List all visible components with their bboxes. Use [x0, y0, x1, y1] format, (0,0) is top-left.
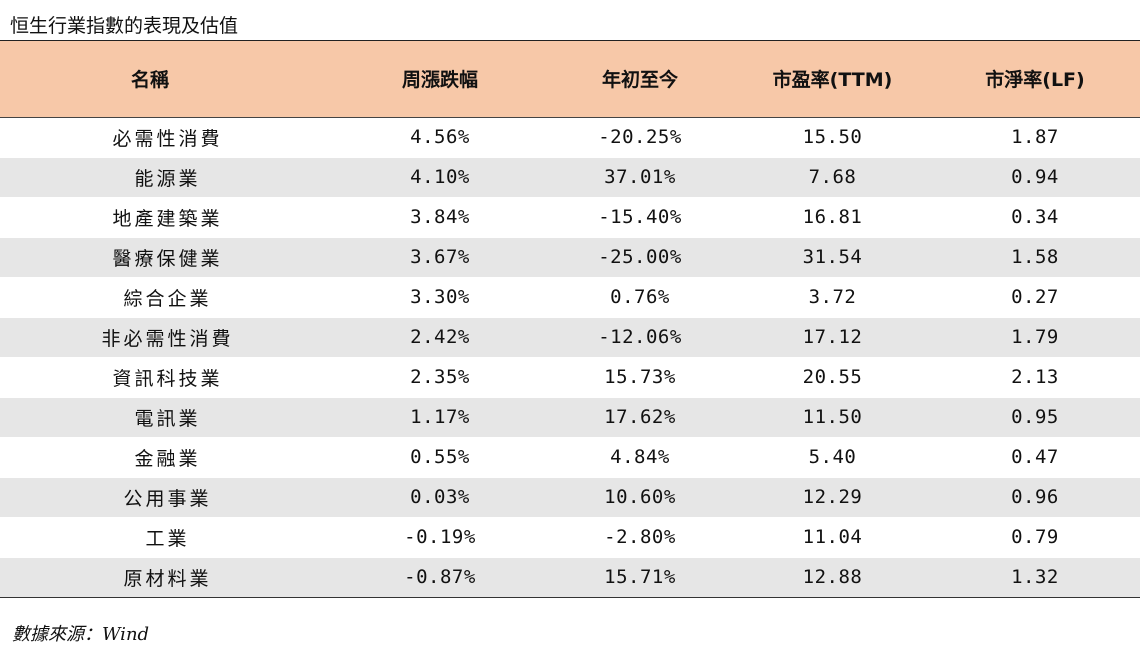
cell-weekly-change: 3.67%	[410, 246, 470, 268]
header-weekly-change: 周漲跌幅	[335, 41, 545, 118]
cell-pe-ttm: 3.72	[808, 286, 857, 308]
cell-pb-lf: 0.34	[1011, 206, 1059, 228]
cell-weekly-change: 1.17%	[410, 406, 470, 428]
cell-sector-name: 地產建築業	[112, 207, 223, 230]
cell-sector-name: 能源業	[134, 167, 201, 190]
cell-weekly-change: 2.42%	[410, 326, 470, 348]
cell-pe-ttm: 11.04	[802, 526, 863, 548]
cell-sector-name: 原材料業	[123, 567, 212, 590]
table-row: 綜合企業 3.30% 0.76% 3.72 0.27	[0, 277, 1140, 317]
cell-weekly-change: -0.87%	[404, 566, 476, 588]
cell-sector-name: 資訊科技業	[112, 367, 223, 390]
cell-weekly-change: 4.10%	[410, 166, 470, 188]
table-body: 必需性消費 4.56% -20.25% 15.50 1.87 能源業 4.10%…	[0, 117, 1140, 597]
cell-pe-ttm: 12.88	[802, 566, 863, 588]
cell-pb-lf: 0.47	[1011, 446, 1059, 468]
cell-weekly-change: -0.19%	[404, 526, 476, 548]
cell-sector-name: 必需性消費	[112, 127, 223, 150]
table-row: 地產建築業 3.84% -15.40% 16.81 0.34	[0, 197, 1140, 237]
cell-weekly-change: 4.56%	[410, 126, 470, 148]
table-row: 能源業 4.10% 37.01% 7.68 0.94	[0, 157, 1140, 197]
cell-ytd: 4.84%	[610, 446, 670, 468]
table-row: 必需性消費 4.56% -20.25% 15.50 1.87	[0, 117, 1140, 157]
table-row: 醫療保健業 3.67% -25.00% 31.54 1.58	[0, 237, 1140, 277]
cell-pe-ttm: 11.50	[802, 406, 863, 428]
cell-ytd: 15.71%	[604, 566, 676, 588]
cell-pb-lf: 0.96	[1011, 486, 1059, 508]
cell-weekly-change: 2.35%	[410, 366, 470, 388]
header-row: 名稱 周漲跌幅 年初至今 市盈率(TTM) 市淨率(LF)	[0, 41, 1140, 118]
cell-pe-ttm: 15.50	[802, 126, 863, 148]
cell-pb-lf: 0.27	[1011, 286, 1059, 308]
cell-sector-name: 電訊業	[134, 407, 201, 430]
cell-pe-ttm: 5.40	[808, 446, 857, 468]
cell-sector-name: 綜合企業	[123, 287, 212, 310]
cell-ytd: -12.06%	[598, 326, 682, 348]
cell-pb-lf: 1.58	[1011, 246, 1059, 268]
cell-pe-ttm: 16.81	[802, 206, 863, 228]
cell-ytd: 17.62%	[604, 406, 676, 428]
cell-pb-lf: 1.32	[1011, 566, 1059, 588]
sector-performance-table: 名稱 周漲跌幅 年初至今 市盈率(TTM) 市淨率(LF) 必需性消費 4.56…	[0, 41, 1140, 598]
cell-ytd: 15.73%	[604, 366, 676, 388]
table-row: 電訊業 1.17% 17.62% 11.50 0.95	[0, 397, 1140, 437]
cell-weekly-change: 0.55%	[410, 446, 470, 468]
cell-pb-lf: 1.87	[1011, 126, 1059, 148]
header-name: 名稱	[0, 41, 335, 118]
cell-ytd: -2.80%	[604, 526, 676, 548]
cell-sector-name: 醫療保健業	[112, 247, 223, 270]
table-row: 金融業 0.55% 4.84% 5.40 0.47	[0, 437, 1140, 477]
cell-sector-name: 工業	[145, 527, 190, 550]
cell-ytd: 0.76%	[610, 286, 670, 308]
cell-pb-lf: 0.79	[1011, 526, 1059, 548]
header-pe-ttm: 市盈率(TTM)	[735, 41, 930, 118]
table-row: 工業 -0.19% -2.80% 11.04 0.79	[0, 517, 1140, 557]
cell-ytd: 37.01%	[604, 166, 676, 188]
cell-ytd: -20.25%	[598, 126, 682, 148]
cell-ytd: 10.60%	[604, 486, 676, 508]
cell-ytd: -15.40%	[598, 206, 682, 228]
cell-pb-lf: 1.79	[1011, 326, 1059, 348]
cell-pe-ttm: 12.29	[802, 486, 863, 508]
cell-pe-ttm: 31.54	[802, 246, 863, 268]
cell-pe-ttm: 17.12	[802, 326, 863, 348]
source-note: 數據來源：Wind	[12, 624, 150, 645]
cell-pb-lf: 0.94	[1011, 166, 1059, 188]
top-rule	[0, 40, 1140, 41]
header-pb-lf: 市淨率(LF)	[930, 41, 1140, 118]
cell-sector-name: 公用事業	[123, 487, 212, 510]
cell-sector-name: 非必需性消費	[101, 327, 234, 350]
cell-pe-ttm: 20.55	[802, 366, 863, 388]
cell-weekly-change: 3.30%	[410, 286, 470, 308]
table-title: 恒生行業指數的表現及估值	[10, 15, 239, 37]
cell-pe-ttm: 7.68	[808, 166, 857, 188]
cell-weekly-change: 3.84%	[410, 206, 470, 228]
cell-pb-lf: 0.95	[1011, 406, 1059, 428]
table-row: 原材料業 -0.87% 15.71% 12.88 1.32	[0, 557, 1140, 597]
cell-pb-lf: 2.13	[1011, 366, 1059, 388]
cell-weekly-change: 0.03%	[410, 486, 470, 508]
table-row: 非必需性消費 2.42% -12.06% 17.12 1.79	[0, 317, 1140, 357]
table-header: 名稱 周漲跌幅 年初至今 市盈率(TTM) 市淨率(LF)	[0, 41, 1140, 118]
table-row: 公用事業 0.03% 10.60% 12.29 0.96	[0, 477, 1140, 517]
cell-sector-name: 金融業	[134, 447, 201, 470]
header-ytd: 年初至今	[545, 41, 735, 118]
cell-ytd: -25.00%	[598, 246, 682, 268]
table-row: 資訊科技業 2.35% 15.73% 20.55 2.13	[0, 357, 1140, 397]
